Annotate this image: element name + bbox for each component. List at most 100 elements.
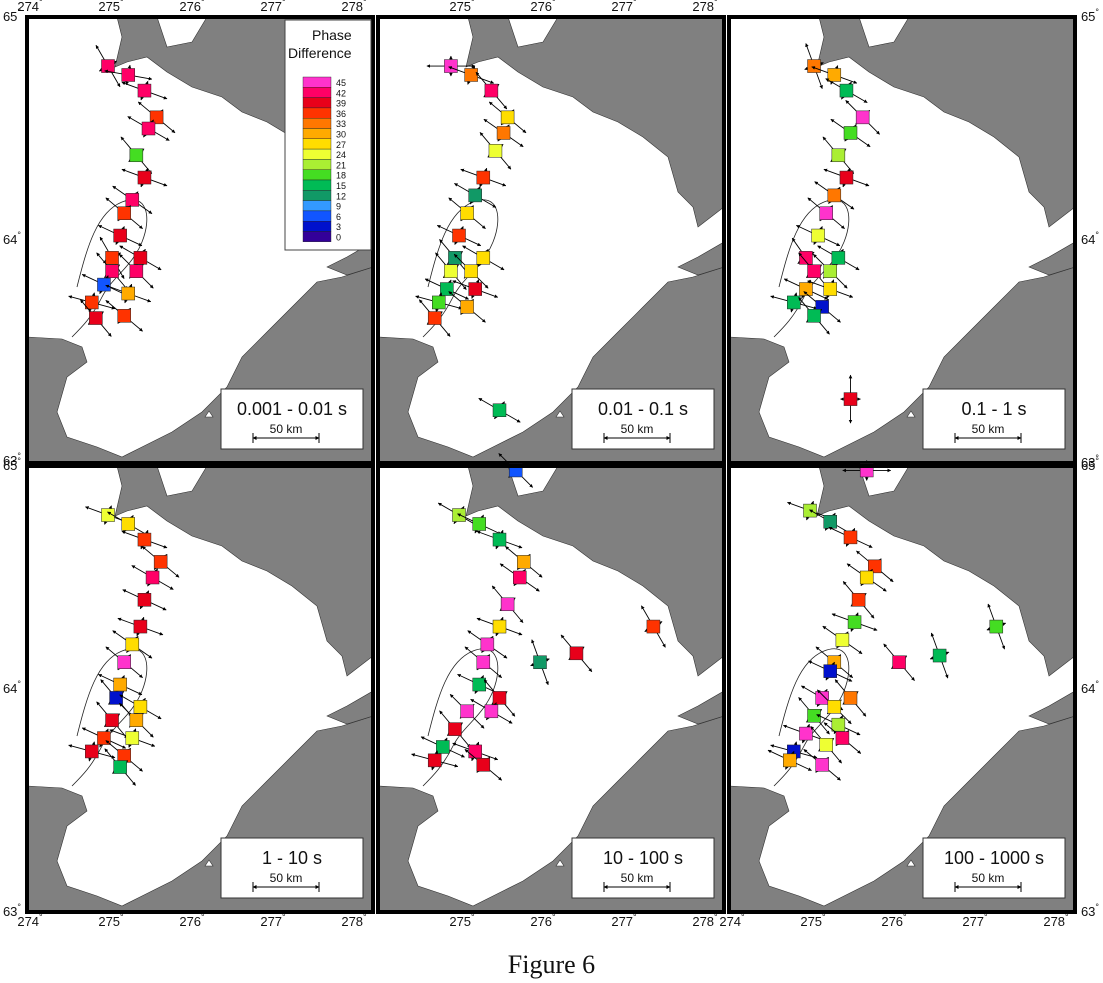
- station-square: [892, 655, 906, 669]
- station-square: [464, 264, 478, 278]
- station-square: [533, 655, 547, 669]
- station-square: [823, 664, 837, 678]
- period-label-text: 0.01 - 0.1 s: [598, 399, 688, 419]
- colorbar-level-label: 24: [336, 150, 346, 160]
- lon-tick-label: 276°: [881, 912, 907, 929]
- colorbar-level-label: 36: [336, 109, 346, 119]
- island-marker: [204, 859, 214, 867]
- station-square: [85, 744, 99, 759]
- station-square: [827, 700, 842, 714]
- station-square: [799, 251, 813, 265]
- station-square: [436, 740, 450, 754]
- station-square: [117, 655, 131, 669]
- phase-difference-colorbar: Phase Difference 45423936333027242118151…: [284, 19, 372, 251]
- station-square: [646, 619, 661, 634]
- station-markers: [770, 43, 880, 335]
- station-square: [492, 619, 507, 634]
- station-square: [500, 597, 515, 612]
- lon-tick-label: 277°: [962, 912, 988, 929]
- station-square: [448, 722, 462, 736]
- station-square: [839, 170, 854, 185]
- colorbar-level-label: 12: [336, 191, 346, 201]
- station-square: [476, 655, 491, 669]
- station-square: [855, 110, 870, 125]
- period-label: 100 - 1000 s 50 km: [922, 837, 1066, 899]
- lon-tick-label: 275°: [98, 0, 124, 14]
- station-square: [145, 570, 160, 585]
- colorbar-swatch: [302, 200, 332, 212]
- colorbar-swatch: [302, 128, 332, 140]
- period-label: 0.1 - 1 s 50 km: [922, 388, 1066, 450]
- station-square: [835, 731, 850, 745]
- lat-tick-label: 65°: [3, 456, 21, 473]
- station-square: [137, 170, 152, 185]
- station-square: [113, 228, 127, 243]
- period-label-text: 0.1 - 1 s: [961, 399, 1026, 419]
- lon-tick-label: 277°: [611, 0, 637, 14]
- panel-frame: [727, 464, 1077, 914]
- station-square: [807, 309, 821, 323]
- colorbar-swatch: [302, 76, 332, 88]
- station-square: [85, 295, 99, 310]
- colorbar-level-label: 6: [336, 212, 341, 222]
- colorbar-level-label: 45: [336, 78, 346, 88]
- station-square: [101, 59, 115, 73]
- station-square: [137, 532, 152, 547]
- station-square: [807, 264, 821, 278]
- station-square: [835, 633, 850, 647]
- station-square: [141, 121, 156, 136]
- colorbar-title-line1: Phase: [312, 27, 352, 43]
- station-square: [452, 228, 466, 243]
- lat-tick-label: 64°: [1081, 679, 1099, 696]
- panel-frame: [25, 464, 375, 914]
- colorbar-swatch: [302, 169, 332, 181]
- station-square: [476, 251, 491, 265]
- station-square: [121, 517, 135, 531]
- lon-tick-label: 275°: [449, 0, 475, 14]
- lat-tick-label: 64°: [3, 230, 21, 247]
- station-square: [125, 637, 140, 652]
- colorbar-level-label: 33: [336, 119, 346, 129]
- station-square: [432, 295, 446, 310]
- station-square: [452, 508, 466, 522]
- colorbar-level-label: 15: [336, 181, 346, 191]
- scale-bar-label: 50 km: [270, 422, 303, 436]
- lon-tick-label: 278°: [341, 912, 367, 929]
- station-square: [129, 713, 144, 727]
- period-label-text: 0.001 - 0.01 s: [237, 399, 347, 419]
- station-square: [492, 532, 507, 547]
- station-square: [460, 206, 474, 220]
- scale-bar: 50 km: [252, 871, 320, 892]
- lat-tick-label: 63°: [3, 902, 21, 919]
- panel-frame: [727, 15, 1077, 465]
- colorbar-swatch: [302, 97, 332, 109]
- colorbar-level-label: 3: [336, 222, 341, 232]
- colorbar-swatch: [302, 159, 332, 170]
- lat-tick-label: 65°: [1081, 7, 1099, 24]
- station-square: [472, 517, 486, 531]
- lon-tick-label: 274°: [719, 912, 745, 929]
- island-marker: [555, 859, 565, 867]
- station-square: [137, 83, 152, 98]
- station-square: [464, 68, 478, 82]
- station-square: [811, 228, 825, 243]
- island-marker: [204, 410, 214, 418]
- map-panel-5: 10 - 100 s 50 km: [376, 397, 726, 914]
- station-square: [517, 555, 531, 569]
- colorbar-swatch: [302, 107, 332, 119]
- station-square: [807, 59, 821, 73]
- station-square: [468, 188, 482, 203]
- station-square: [823, 264, 837, 278]
- station-square: [460, 300, 474, 314]
- station-square: [496, 126, 511, 140]
- colorbar-swatch: [302, 148, 332, 160]
- map-panel-2: 0.01 - 0.1 s 50 km: [376, 15, 726, 465]
- lat-tick-label: 65°: [1081, 456, 1099, 473]
- station-square: [444, 264, 458, 278]
- station-square: [843, 392, 858, 406]
- station-square: [480, 637, 495, 652]
- lon-tick-label: 277°: [260, 0, 286, 14]
- station-square: [125, 731, 140, 745]
- period-label: 0.001 - 0.01 s 50 km: [220, 388, 364, 450]
- station-square: [843, 530, 858, 545]
